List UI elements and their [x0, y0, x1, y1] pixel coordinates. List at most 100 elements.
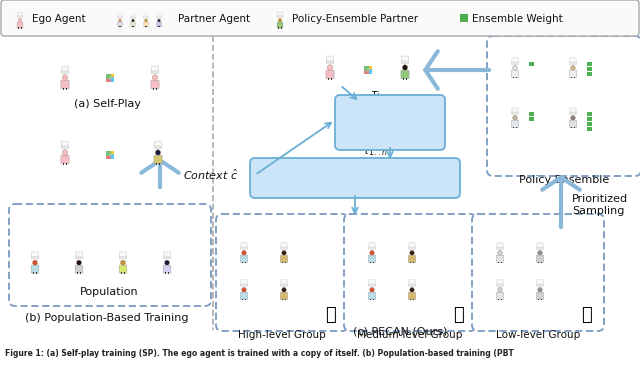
Bar	[118, 26, 120, 27]
Bar	[587, 72, 592, 76]
Bar	[80, 272, 81, 274]
FancyBboxPatch shape	[409, 247, 415, 249]
Ellipse shape	[497, 246, 503, 249]
Bar	[244, 299, 246, 300]
FancyBboxPatch shape	[570, 70, 577, 78]
FancyBboxPatch shape	[144, 17, 148, 18]
FancyBboxPatch shape	[152, 66, 159, 72]
Bar	[370, 299, 371, 300]
FancyBboxPatch shape	[61, 71, 69, 74]
Bar	[372, 262, 374, 264]
FancyBboxPatch shape	[151, 71, 159, 74]
FancyBboxPatch shape	[369, 247, 375, 249]
FancyBboxPatch shape	[163, 265, 171, 273]
Text: High-level Group: High-level Group	[238, 330, 326, 340]
Bar	[124, 272, 125, 274]
Text: Trajectory
Buffer: Trajectory Buffer	[362, 111, 417, 133]
FancyBboxPatch shape	[537, 280, 543, 285]
Ellipse shape	[120, 260, 125, 265]
Ellipse shape	[76, 255, 82, 258]
Text: 🥉: 🥉	[580, 306, 591, 324]
FancyBboxPatch shape	[17, 22, 23, 28]
Ellipse shape	[570, 61, 576, 63]
Ellipse shape	[278, 18, 282, 22]
Ellipse shape	[63, 75, 68, 81]
Bar	[278, 27, 280, 29]
FancyBboxPatch shape	[497, 292, 504, 299]
Ellipse shape	[118, 19, 122, 22]
Bar	[413, 262, 414, 264]
Ellipse shape	[513, 66, 517, 70]
Bar	[156, 87, 157, 90]
Ellipse shape	[410, 287, 414, 292]
Ellipse shape	[281, 283, 287, 285]
FancyBboxPatch shape	[281, 247, 287, 249]
FancyBboxPatch shape	[497, 280, 503, 285]
FancyBboxPatch shape	[31, 265, 39, 273]
FancyBboxPatch shape	[536, 292, 543, 299]
Ellipse shape	[164, 255, 170, 258]
Bar	[460, 14, 468, 22]
FancyBboxPatch shape	[369, 284, 375, 286]
FancyBboxPatch shape	[512, 108, 518, 113]
Bar	[541, 262, 542, 264]
FancyBboxPatch shape	[154, 146, 162, 148]
Text: Partner Agent: Partner Agent	[178, 14, 250, 24]
Bar	[413, 299, 414, 300]
FancyBboxPatch shape	[326, 70, 334, 78]
Ellipse shape	[62, 70, 68, 72]
FancyBboxPatch shape	[61, 66, 68, 72]
FancyBboxPatch shape	[277, 22, 283, 28]
FancyBboxPatch shape	[277, 16, 283, 18]
Ellipse shape	[410, 250, 414, 255]
Ellipse shape	[155, 145, 161, 147]
FancyBboxPatch shape	[487, 36, 640, 176]
Circle shape	[109, 153, 111, 157]
Ellipse shape	[512, 61, 518, 63]
Text: Policy-Ensemble Partner: Policy-Ensemble Partner	[292, 14, 418, 24]
Bar	[66, 87, 67, 90]
FancyBboxPatch shape	[326, 56, 333, 62]
FancyBboxPatch shape	[1, 0, 639, 36]
FancyBboxPatch shape	[369, 243, 375, 248]
FancyBboxPatch shape	[408, 255, 415, 262]
Text: (b) Population-Based Training: (b) Population-Based Training	[25, 313, 189, 323]
Ellipse shape	[571, 115, 575, 120]
FancyBboxPatch shape	[401, 61, 409, 63]
Text: Context $\hat{c}$: Context $\hat{c}$	[182, 168, 238, 182]
Text: Prioritized
Sampling: Prioritized Sampling	[572, 194, 628, 216]
Bar	[244, 262, 246, 264]
FancyBboxPatch shape	[154, 141, 161, 147]
Bar	[63, 87, 64, 90]
FancyBboxPatch shape	[511, 112, 518, 114]
FancyBboxPatch shape	[154, 155, 162, 164]
Ellipse shape	[131, 16, 135, 18]
Bar	[403, 78, 404, 79]
FancyBboxPatch shape	[31, 257, 38, 259]
Ellipse shape	[409, 246, 415, 249]
Bar	[587, 127, 592, 131]
Bar	[168, 272, 169, 274]
Bar	[587, 117, 592, 121]
Ellipse shape	[402, 60, 408, 62]
Bar	[121, 272, 122, 274]
Circle shape	[108, 76, 111, 80]
FancyBboxPatch shape	[131, 17, 135, 18]
Bar	[282, 299, 284, 300]
FancyBboxPatch shape	[119, 265, 127, 273]
FancyBboxPatch shape	[409, 243, 415, 248]
Text: $\tau_{1..n}$: $\tau_{1..n}$	[362, 146, 388, 158]
Ellipse shape	[281, 246, 287, 249]
Bar	[152, 87, 154, 90]
Text: Population: Population	[80, 287, 138, 297]
Bar	[328, 78, 329, 79]
Bar	[242, 262, 243, 264]
Ellipse shape	[33, 260, 37, 265]
FancyBboxPatch shape	[497, 247, 503, 249]
Ellipse shape	[242, 287, 246, 292]
FancyBboxPatch shape	[118, 14, 122, 18]
Ellipse shape	[32, 255, 38, 258]
Ellipse shape	[145, 19, 147, 22]
FancyBboxPatch shape	[250, 158, 460, 198]
Ellipse shape	[242, 250, 246, 255]
